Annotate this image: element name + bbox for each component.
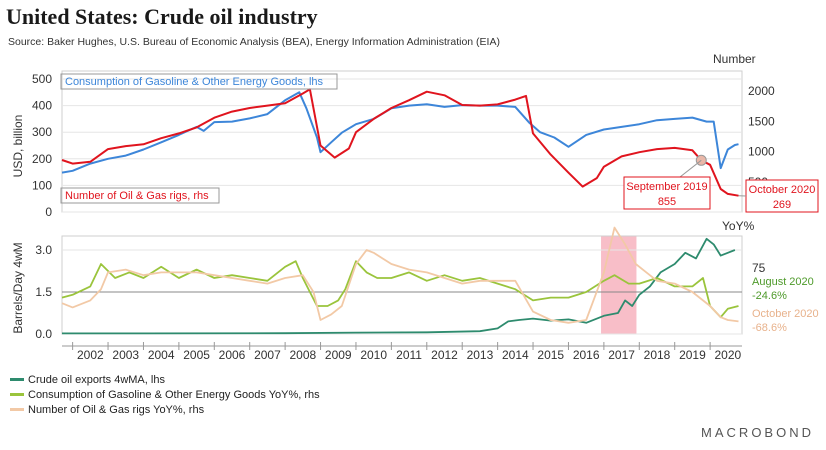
x-tick-label: 2011	[396, 348, 422, 362]
legend-item: Crude oil exports 4wMA, lhs	[10, 372, 320, 387]
macrobond-logo: MACROBOND	[701, 425, 814, 440]
series-line	[61, 88, 739, 197]
y-tick-label: 0.0	[35, 327, 52, 341]
x-tick-label: 2013	[467, 348, 494, 362]
series-line	[62, 237, 736, 335]
y2-axis-label: Number	[713, 52, 756, 66]
annotation-label: August 2020	[752, 276, 814, 288]
annotation-label: October 2020	[749, 184, 816, 196]
legend-label: Consumption of Gasoline & Other Energy G…	[28, 388, 320, 401]
y-tick-label: 500	[32, 72, 52, 86]
y2-tick-label: 1000	[748, 145, 775, 159]
legend: Crude oil exports 4wMA, lhs Consumption …	[10, 372, 320, 417]
legend-label: Number of Oil & Gas rigs YoY%, rhs	[28, 403, 205, 416]
series-label-box	[60, 187, 220, 204]
y2-axis-label: YoY%	[722, 219, 755, 233]
series-line	[61, 226, 739, 324]
legend-swatch	[10, 378, 24, 381]
annotation-box	[745, 179, 819, 213]
y-axis-label: USD, billion	[11, 115, 25, 178]
x-tick-label: 2015	[537, 348, 564, 362]
x-tick-label: 2019	[679, 348, 706, 362]
y-tick-label: 1.5	[35, 285, 52, 299]
x-tick-label: 2018	[644, 348, 671, 362]
shaded-region	[601, 236, 637, 334]
legend-item: Consumption of Gasoline & Other Energy G…	[10, 387, 320, 402]
annotation-value: 855	[658, 196, 676, 208]
x-tick-label: 2002	[77, 348, 104, 362]
x-tick-label: 2006	[219, 348, 246, 362]
annotation-label: September 2019	[626, 181, 707, 193]
annotation-leader	[679, 159, 702, 178]
x-tick-label: 2004	[148, 348, 175, 362]
x-tick-label: 2010	[360, 348, 387, 362]
x-tick-label: 2005	[183, 348, 210, 362]
chart-source: Source: Baker Hughes, U.S. Bureau of Eco…	[8, 36, 500, 48]
series-line	[61, 260, 739, 319]
y-tick-label: 3.0	[35, 243, 52, 257]
legend-label: Crude oil exports 4wMA, lhs	[28, 373, 165, 386]
series-label-rigs: Number of Oil & Gas rigs, rhs	[65, 190, 209, 202]
x-tick-label: 2008	[289, 348, 316, 362]
bottom-plot-frame	[61, 235, 743, 335]
y-tick-label: 100	[32, 178, 52, 192]
y-tick-label: 200	[32, 152, 52, 166]
x-tick-label: 2020	[714, 348, 741, 362]
series-label-box	[60, 73, 338, 90]
y2-tick-label: 75	[752, 261, 766, 275]
x-tick-label: 2012	[431, 348, 458, 362]
x-tick-label: 2014	[502, 348, 529, 362]
chart-title: United States: Crude oil industry	[6, 4, 318, 29]
annotation-box	[623, 176, 711, 210]
y-axis-label: Barrels/Day 4wM	[11, 242, 25, 333]
x-tick-label: 2017	[608, 348, 635, 362]
y-tick-label: 300	[32, 125, 52, 139]
x-tick-label: 2016	[573, 348, 600, 362]
y-tick-label: 0	[45, 205, 52, 219]
legend-swatch	[10, 393, 24, 396]
x-tick-label: 2007	[254, 348, 281, 362]
legend-swatch	[10, 408, 24, 411]
series-label-consumption: Consumption of Gasoline & Other Energy G…	[65, 76, 324, 88]
annotation-value: -68.6%	[752, 322, 787, 334]
annotation-label: October 2020	[752, 308, 819, 320]
y-tick-label: 400	[32, 99, 52, 113]
legend-item: Number of Oil & Gas rigs YoY%, rhs	[10, 402, 320, 417]
x-tick-label: 2003	[112, 348, 139, 362]
x-tick-label: 2009	[325, 348, 352, 362]
annotation-value: -24.6%	[752, 290, 787, 302]
y2-tick-label: 2000	[748, 84, 775, 98]
y2-tick-label: 1500	[748, 114, 775, 128]
annotation-value: 269	[773, 199, 791, 211]
